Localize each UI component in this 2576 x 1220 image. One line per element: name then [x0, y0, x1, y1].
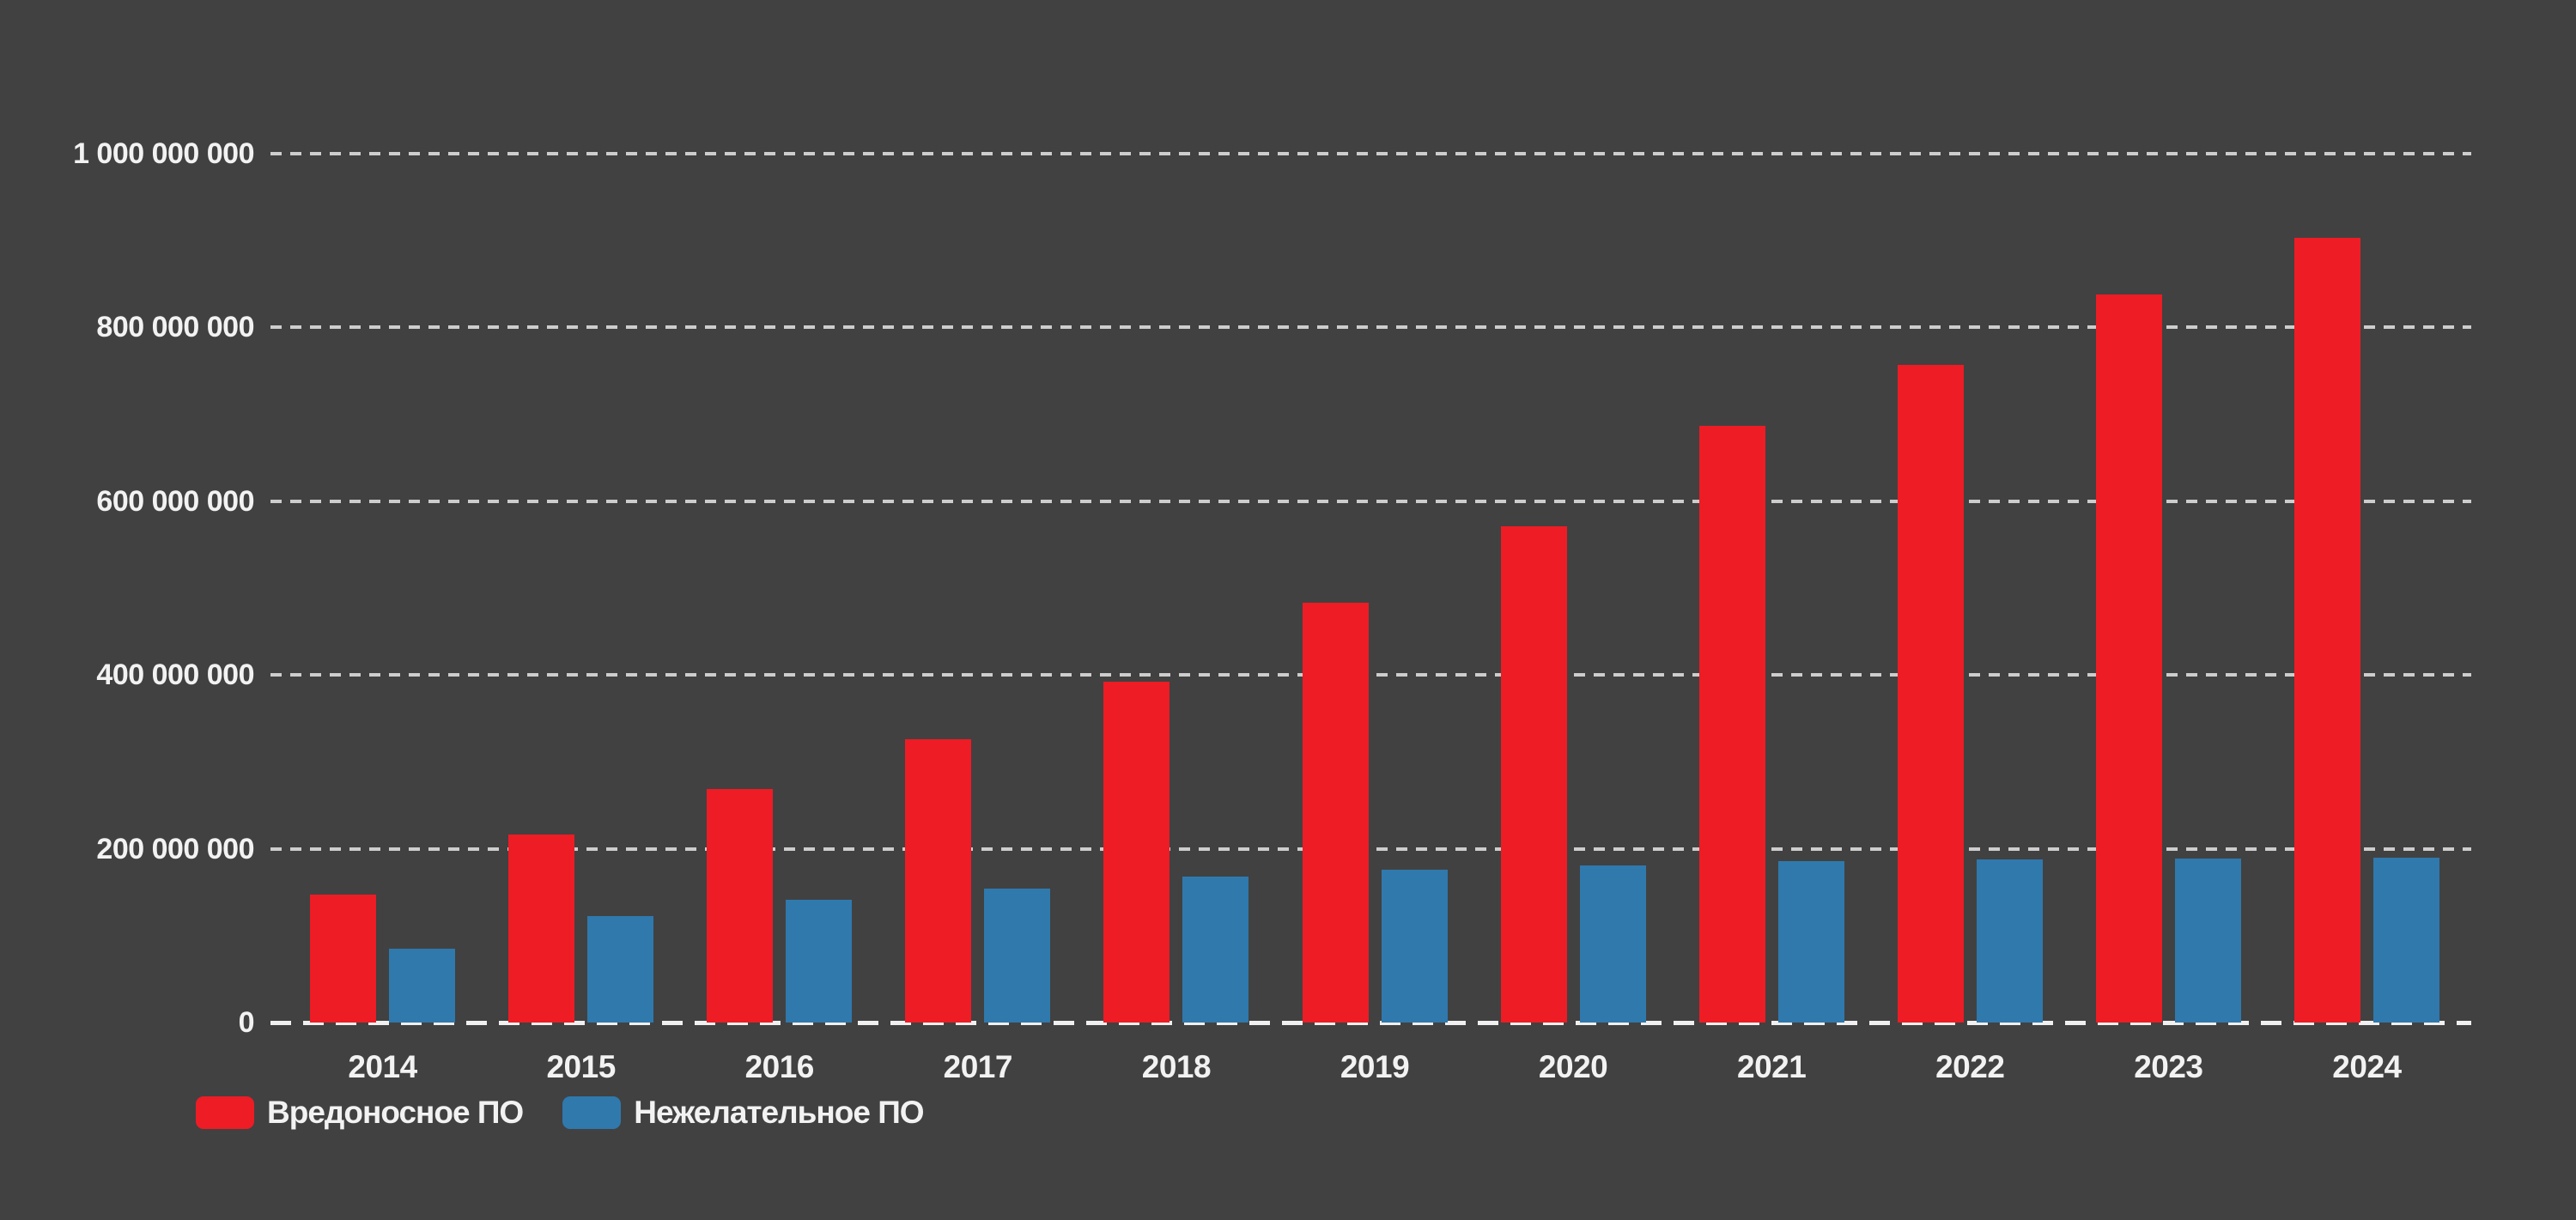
y-tick-800-000-000: 800 000 000	[96, 311, 254, 344]
y-tick-600-000-000: 600 000 000	[96, 484, 254, 518]
gridline-0	[270, 1021, 2471, 1025]
gridline-800-000-000	[270, 325, 2471, 330]
legend-label-unwanted: Нежелательное ПО	[634, 1095, 924, 1130]
bar-unwanted-2015	[587, 915, 654, 1023]
bar-malware-2015	[508, 835, 575, 1023]
x-tick-2023: 2023	[2134, 1049, 2203, 1084]
bar-malware-2023	[2095, 294, 2162, 1023]
bar-unwanted-2014	[389, 948, 456, 1023]
gridline-400-000-000	[270, 673, 2471, 677]
bar-unwanted-2019	[1381, 869, 1448, 1023]
x-tick-2021: 2021	[1737, 1049, 1807, 1084]
bar-unwanted-2023	[2174, 858, 2241, 1023]
legend-swatch-malware	[196, 1096, 254, 1129]
bar-malware-2021	[1698, 425, 1765, 1023]
bar-malware-2014	[310, 895, 377, 1023]
bar-unwanted-2017	[984, 889, 1051, 1023]
bar-unwanted-2024	[2372, 857, 2439, 1023]
bar-unwanted-2020	[1579, 865, 1646, 1023]
bar-malware-2022	[1897, 364, 1964, 1023]
gridline-200-000-000	[270, 847, 2471, 851]
bar-malware-2016	[707, 788, 774, 1023]
legend-swatch-unwanted	[562, 1096, 622, 1129]
bar-malware-2018	[1103, 682, 1170, 1023]
x-tick-2015: 2015	[546, 1049, 616, 1084]
bar-malware-2020	[1500, 526, 1567, 1023]
legend: Вредоносное ПО Нежелательное ПО	[196, 1095, 963, 1131]
bar-malware-2017	[905, 739, 972, 1023]
bar-unwanted-2021	[1777, 860, 1844, 1023]
x-tick-2016: 2016	[744, 1049, 815, 1084]
bar-malware-2024	[2293, 238, 2360, 1023]
x-tick-2024: 2024	[2332, 1049, 2402, 1084]
x-tick-2020: 2020	[1538, 1049, 1608, 1084]
x-tick-2014: 2014	[348, 1049, 417, 1084]
bar-malware-2019	[1302, 603, 1369, 1023]
x-tick-2017: 2017	[943, 1049, 1013, 1084]
gridline-600-000-000	[270, 499, 2471, 503]
gridline-1-000-000-000	[270, 152, 2471, 155]
y-tick-200-000-000: 200 000 000	[96, 832, 254, 865]
bar-unwanted-2022	[1976, 859, 2043, 1023]
x-tick-2022: 2022	[1935, 1049, 2005, 1084]
y-tick-1-000-000-000: 1 000 000 000	[73, 137, 254, 170]
y-tick-0: 0	[238, 1006, 255, 1039]
y-tick-400-000-000: 400 000 000	[96, 659, 254, 692]
bar-unwanted-2016	[786, 900, 853, 1023]
bar-unwanted-2018	[1182, 876, 1249, 1023]
x-tick-2018: 2018	[1141, 1049, 1212, 1084]
legend-label-malware: Вредоносное ПО	[267, 1095, 524, 1130]
x-tick-2019: 2019	[1340, 1049, 1410, 1084]
